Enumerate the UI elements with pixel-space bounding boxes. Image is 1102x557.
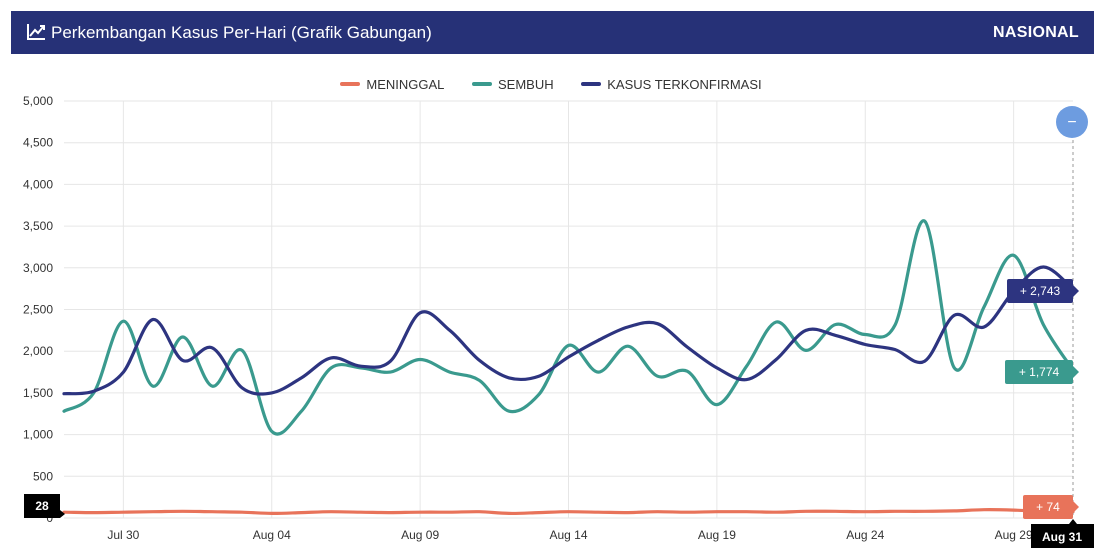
tooltip-meninggal: + 74 <box>1023 495 1079 519</box>
legend-label-meninggal: MENINGGAL <box>366 76 445 92</box>
series-line-sembuh <box>62 219 1075 436</box>
x-tick-label: Aug 29 <box>995 528 1033 542</box>
y-crosshair-box <box>24 494 60 518</box>
legend-label-sembuh: SEMBUH <box>498 76 554 92</box>
zoom-reset-circle[interactable] <box>1056 106 1088 138</box>
tooltip-value: + 1,774 <box>1019 365 1060 379</box>
series-line-kasus <box>62 265 1075 396</box>
x-tick-label: Aug 19 <box>698 528 736 542</box>
legend-swatch-kasus <box>581 82 602 86</box>
y-crosshair-label: 28 <box>24 494 65 518</box>
tooltip-kasus: + 2,743 <box>1007 279 1079 303</box>
x-crosshair-label: Aug 31 <box>1031 519 1094 548</box>
x-crosshair-box <box>1031 524 1094 548</box>
line-chart-icon <box>27 24 45 40</box>
tooltip-value: + 74 <box>1036 500 1060 514</box>
y-tick-label: 3,000 <box>23 261 53 275</box>
chart-legend: MENINGGAL SEMBUH KASUS TERKONFIRMASI <box>0 74 1102 92</box>
legend-swatch-sembuh <box>472 82 493 86</box>
x-tick-label: Aug 14 <box>549 528 587 542</box>
tooltip-box <box>1007 279 1073 303</box>
x-crosshair-value: Aug 31 <box>1042 530 1082 544</box>
legend-item-meninggal[interactable]: MENINGGAL <box>340 77 444 92</box>
x-tick-label: Jul 30 <box>107 528 139 542</box>
y-crosshair-arrow <box>60 510 65 518</box>
tooltip-sembuh: + 1,774 <box>1005 360 1079 384</box>
tooltip-arrow <box>1073 501 1079 513</box>
x-tick-label: Aug 24 <box>846 528 884 542</box>
tooltip-value: + 2,743 <box>1020 284 1061 298</box>
y-crosshair-value: 28 <box>35 499 49 513</box>
legend-item-kasus[interactable]: KASUS TERKONFIRMASI <box>581 76 762 92</box>
legend-swatch-meninggal <box>340 82 361 86</box>
y-tick-label: 4,500 <box>23 136 53 150</box>
y-tick-label: 500 <box>33 469 53 483</box>
x-tick-label: Aug 04 <box>253 528 291 542</box>
legend-item-sembuh[interactable]: SEMBUH <box>472 77 554 92</box>
chart-title: Perkembangan Kasus Per-Hari (Grafik Gabu… <box>51 23 432 42</box>
y-tick-label: 1,000 <box>23 428 53 442</box>
y-tick-label: 1,500 <box>23 386 53 400</box>
y-tick-label: 2,500 <box>23 303 53 317</box>
y-tick-label: 5,000 <box>23 94 53 108</box>
tooltip-arrow <box>1073 366 1079 378</box>
series-line-meninggal <box>62 508 1075 516</box>
y-tick-label: 4,000 <box>23 177 53 191</box>
tooltip-arrow <box>1073 285 1079 297</box>
scope-label: NASIONAL <box>993 24 1079 41</box>
legend-label-kasus: KASUS TERKONFIRMASI <box>607 76 762 92</box>
y-tick-label: 3,500 <box>23 219 53 233</box>
minus-icon: − <box>1067 114 1076 131</box>
y-tick-label: 2,000 <box>23 344 53 358</box>
zoom-reset-button[interactable]: − <box>1056 106 1088 138</box>
x-crosshair-arrow <box>1069 519 1077 524</box>
chart-header: Perkembangan Kasus Per-Hari (Grafik Gabu… <box>11 11 1094 54</box>
x-tick-label: Aug 09 <box>401 528 439 542</box>
tooltip-box <box>1005 360 1073 384</box>
tooltip-box <box>1023 495 1073 519</box>
y-tick-label: 0 <box>46 511 53 525</box>
